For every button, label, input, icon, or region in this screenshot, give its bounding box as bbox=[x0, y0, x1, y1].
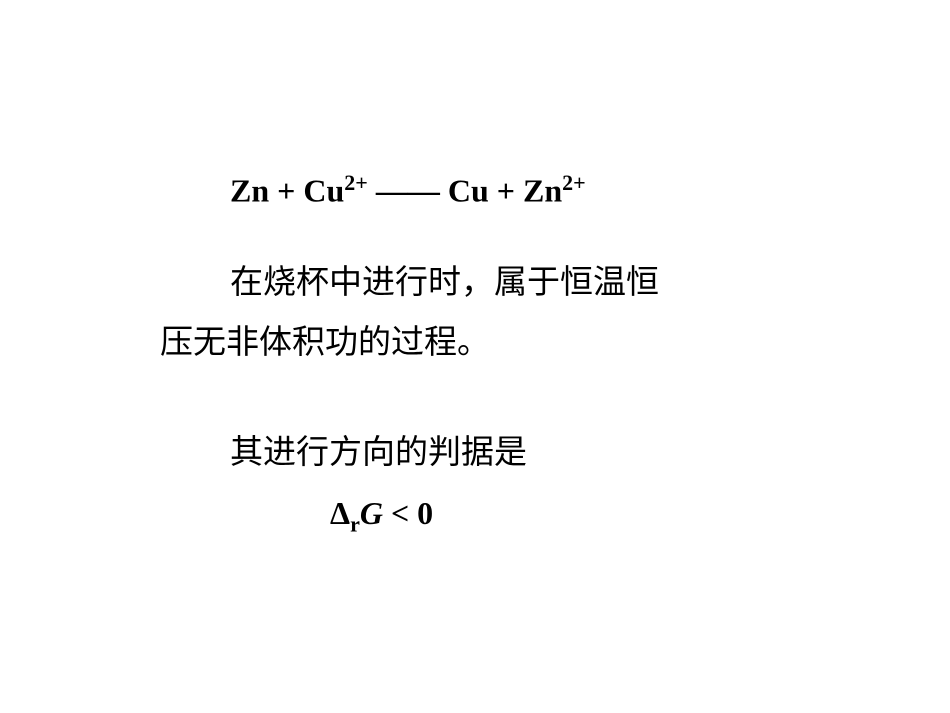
less-than-zero: < 0 bbox=[383, 495, 433, 531]
chemical-equation: Zn + Cu2+ —— Cu + Zn2+ bbox=[230, 170, 586, 210]
reaction-arrow: —— bbox=[368, 173, 448, 209]
zn-charge: 2+ bbox=[562, 170, 586, 195]
slide-container: Zn + Cu2+ —— Cu + Zn2+ 在烧杯中进行时，属于恒温恒 压无非… bbox=[0, 0, 950, 713]
criterion-expression: ΔrG < 0 bbox=[330, 495, 433, 537]
plus-2: + bbox=[489, 173, 523, 209]
reactant-zn: Zn bbox=[230, 173, 269, 209]
gibbs-g: G bbox=[360, 495, 383, 531]
paragraph-1-line-2: 压无非体积功的过程。 bbox=[160, 315, 490, 363]
plus-1: + bbox=[269, 173, 303, 209]
product-zn: Zn bbox=[523, 173, 562, 209]
reactant-cu: Cu bbox=[303, 173, 344, 209]
paragraph-1-line-1: 在烧杯中进行时，属于恒温恒 bbox=[230, 255, 659, 303]
cu-charge: 2+ bbox=[344, 170, 368, 195]
paragraph-2: 其进行方向的判据是 bbox=[230, 425, 527, 473]
delta-symbol: Δ bbox=[330, 495, 350, 531]
subscript-r: r bbox=[350, 511, 360, 536]
product-cu: Cu bbox=[448, 173, 489, 209]
